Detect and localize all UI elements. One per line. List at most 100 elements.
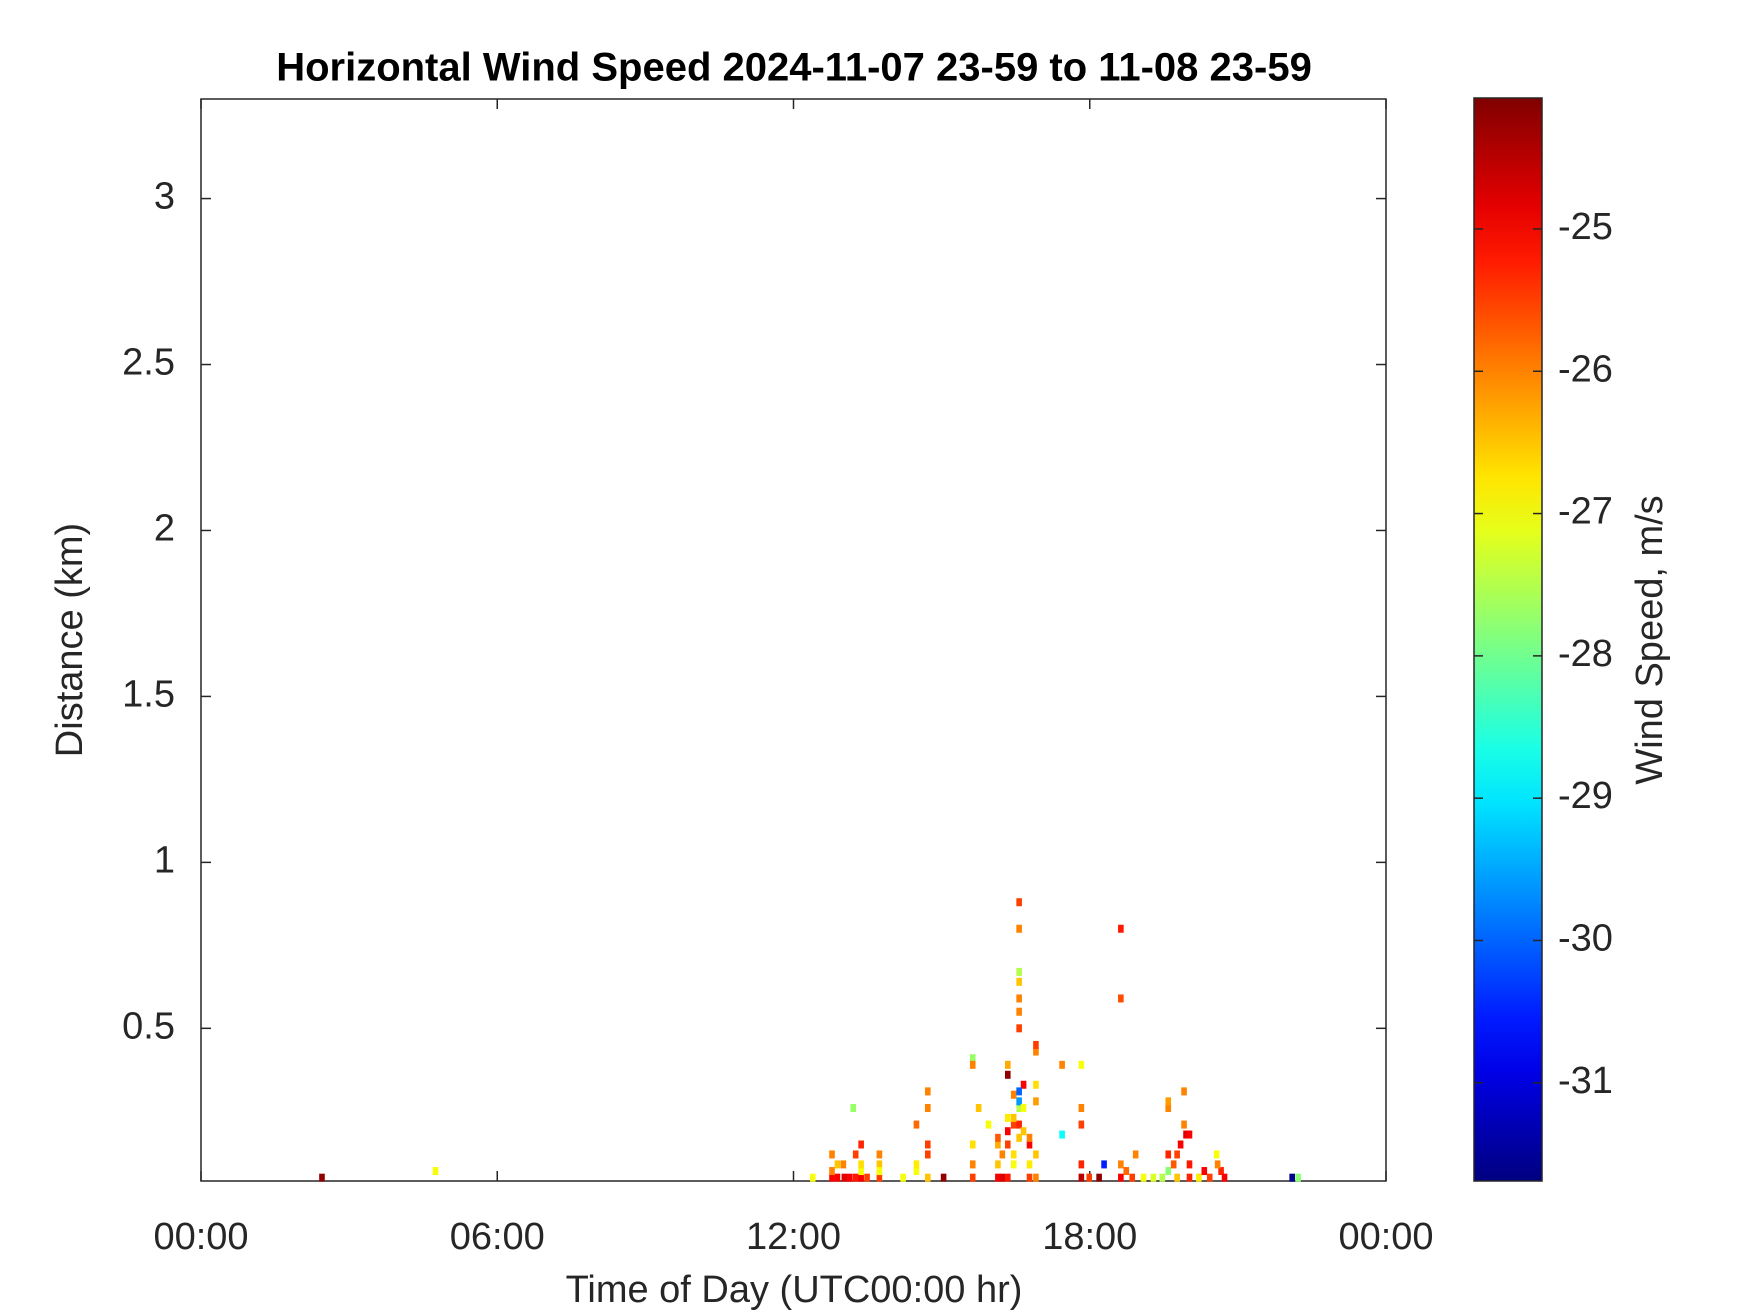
heatmap-cell [1016,1024,1022,1033]
heatmap-cell [969,1140,976,1149]
heatmap-cell [1118,994,1124,1003]
heatmap-cell [1004,1070,1011,1079]
heatmap-cell [1059,1060,1065,1069]
heatmap-cell [1221,1173,1228,1182]
heatmap-cell [1196,1173,1202,1182]
heatmap-cell [1016,1007,1022,1016]
heatmap-cell [1016,1087,1022,1096]
heatmap-cell [1004,1140,1011,1149]
heatmap-cell [1174,1173,1180,1182]
heatmap-cell [1016,1133,1022,1142]
heatmap-cell [1186,1173,1193,1182]
heatmap-cell [1004,1113,1011,1122]
heatmap-cell [1289,1173,1295,1182]
heatmap-cell [1020,1127,1027,1136]
heatmap-cell [1033,1173,1039,1182]
heatmap-cell [1016,977,1022,986]
heatmap-cell [1059,1130,1065,1139]
heatmap-cell [925,1087,931,1096]
heatmap-cell [841,1173,848,1182]
heatmap-cell [1165,1103,1172,1112]
heatmap-cell [913,1120,920,1129]
heatmap-cell [925,1173,931,1182]
heatmap-cell [1118,1160,1124,1169]
heatmap-cell [834,1160,841,1169]
heatmap-cell [975,1103,982,1112]
heatmap-cell [1078,1103,1085,1112]
colorbar-tick-label: -29 [1558,775,1613,817]
colorbar-tick-label: -28 [1558,633,1613,675]
heatmap-cell [1165,1097,1172,1106]
heatmap-cell [1218,1167,1224,1176]
x-tick-label: 06:00 [450,1216,545,1258]
heatmap-cell [829,1150,835,1159]
heatmap-cell [1186,1160,1193,1169]
heatmap-cell [1010,1113,1017,1122]
heatmap-cell [1181,1087,1187,1096]
heatmap-cell [995,1173,1001,1182]
heatmap-cell [1186,1130,1193,1139]
heatmap-cell [1165,1167,1172,1176]
heatmap-cell [1201,1167,1208,1176]
heatmap-cell [1033,1047,1039,1056]
heatmap-cell [999,1150,1006,1159]
heatmap-cell [1206,1173,1213,1182]
heatmap-cell [864,1173,870,1182]
colorbar [1473,97,1543,1182]
heatmap-cell [1016,924,1022,933]
heatmap-cell [1078,1120,1085,1129]
heatmap-cell [319,1173,325,1182]
x-tick-label: 00:00 [1338,1216,1433,1258]
heatmap-cell [1123,1167,1130,1176]
heatmap-cell [876,1173,883,1182]
heatmap-cell [834,1173,841,1182]
heatmap-cell [1159,1173,1166,1182]
heatmap-cell [858,1173,864,1182]
x-tick-label: 18:00 [1042,1216,1137,1258]
heatmap-cell [858,1140,864,1149]
x-tick-label: 12:00 [746,1216,841,1258]
heatmap-cell [1078,1160,1085,1169]
y-tick-label: 1.5 [122,673,175,715]
heatmap-cell [846,1173,853,1182]
heatmap-cell [985,1120,992,1129]
heatmap-cell [1150,1173,1157,1182]
colorbar-label: Wind Speed, m/s [1629,495,1671,784]
heatmap-cell [1101,1160,1107,1169]
heatmap-cell [1016,898,1022,907]
heatmap-cell [1026,1133,1033,1142]
colorbar-tick-label: -31 [1558,1060,1613,1102]
heatmap-cell [852,1150,859,1159]
heatmap-cell [829,1173,835,1182]
heatmap-cell [1170,1160,1177,1169]
heatmap-cell [969,1160,976,1169]
y-tick-label: 2 [154,508,175,550]
heatmap-cell [1181,1120,1187,1129]
heatmap-cell [1026,1173,1033,1182]
heatmap-cell [1165,1150,1172,1159]
heatmap-cell [876,1160,883,1169]
heatmap-cell [1214,1160,1221,1169]
chart-title: Horizontal Wind Speed 2024-11-07 23-59 t… [276,46,1312,90]
heatmap-cell [913,1160,920,1169]
heatmap-cell [1118,924,1124,933]
heatmap-cell [1020,1103,1027,1112]
heatmap-cell [969,1173,976,1182]
heatmap-cell [925,1150,931,1159]
heatmap-cell [1004,1173,1011,1182]
heatmap-cell [1016,994,1022,1003]
heatmap-cell [969,1060,976,1069]
heatmap-cell [925,1140,931,1149]
heatmap-cell [1026,1160,1033,1169]
heatmap-cell [1033,1150,1039,1159]
heatmap-cell [1004,1060,1011,1069]
heatmap-cell [1016,1097,1022,1106]
heatmap-cell [1016,967,1022,976]
heatmap-cell [913,1167,920,1176]
heatmap-cell [876,1167,883,1176]
heatmap-cell [809,1173,816,1182]
heatmap-cell [995,1160,1001,1169]
heatmap-cell [1010,1090,1017,1099]
heatmap-cell [876,1150,883,1159]
